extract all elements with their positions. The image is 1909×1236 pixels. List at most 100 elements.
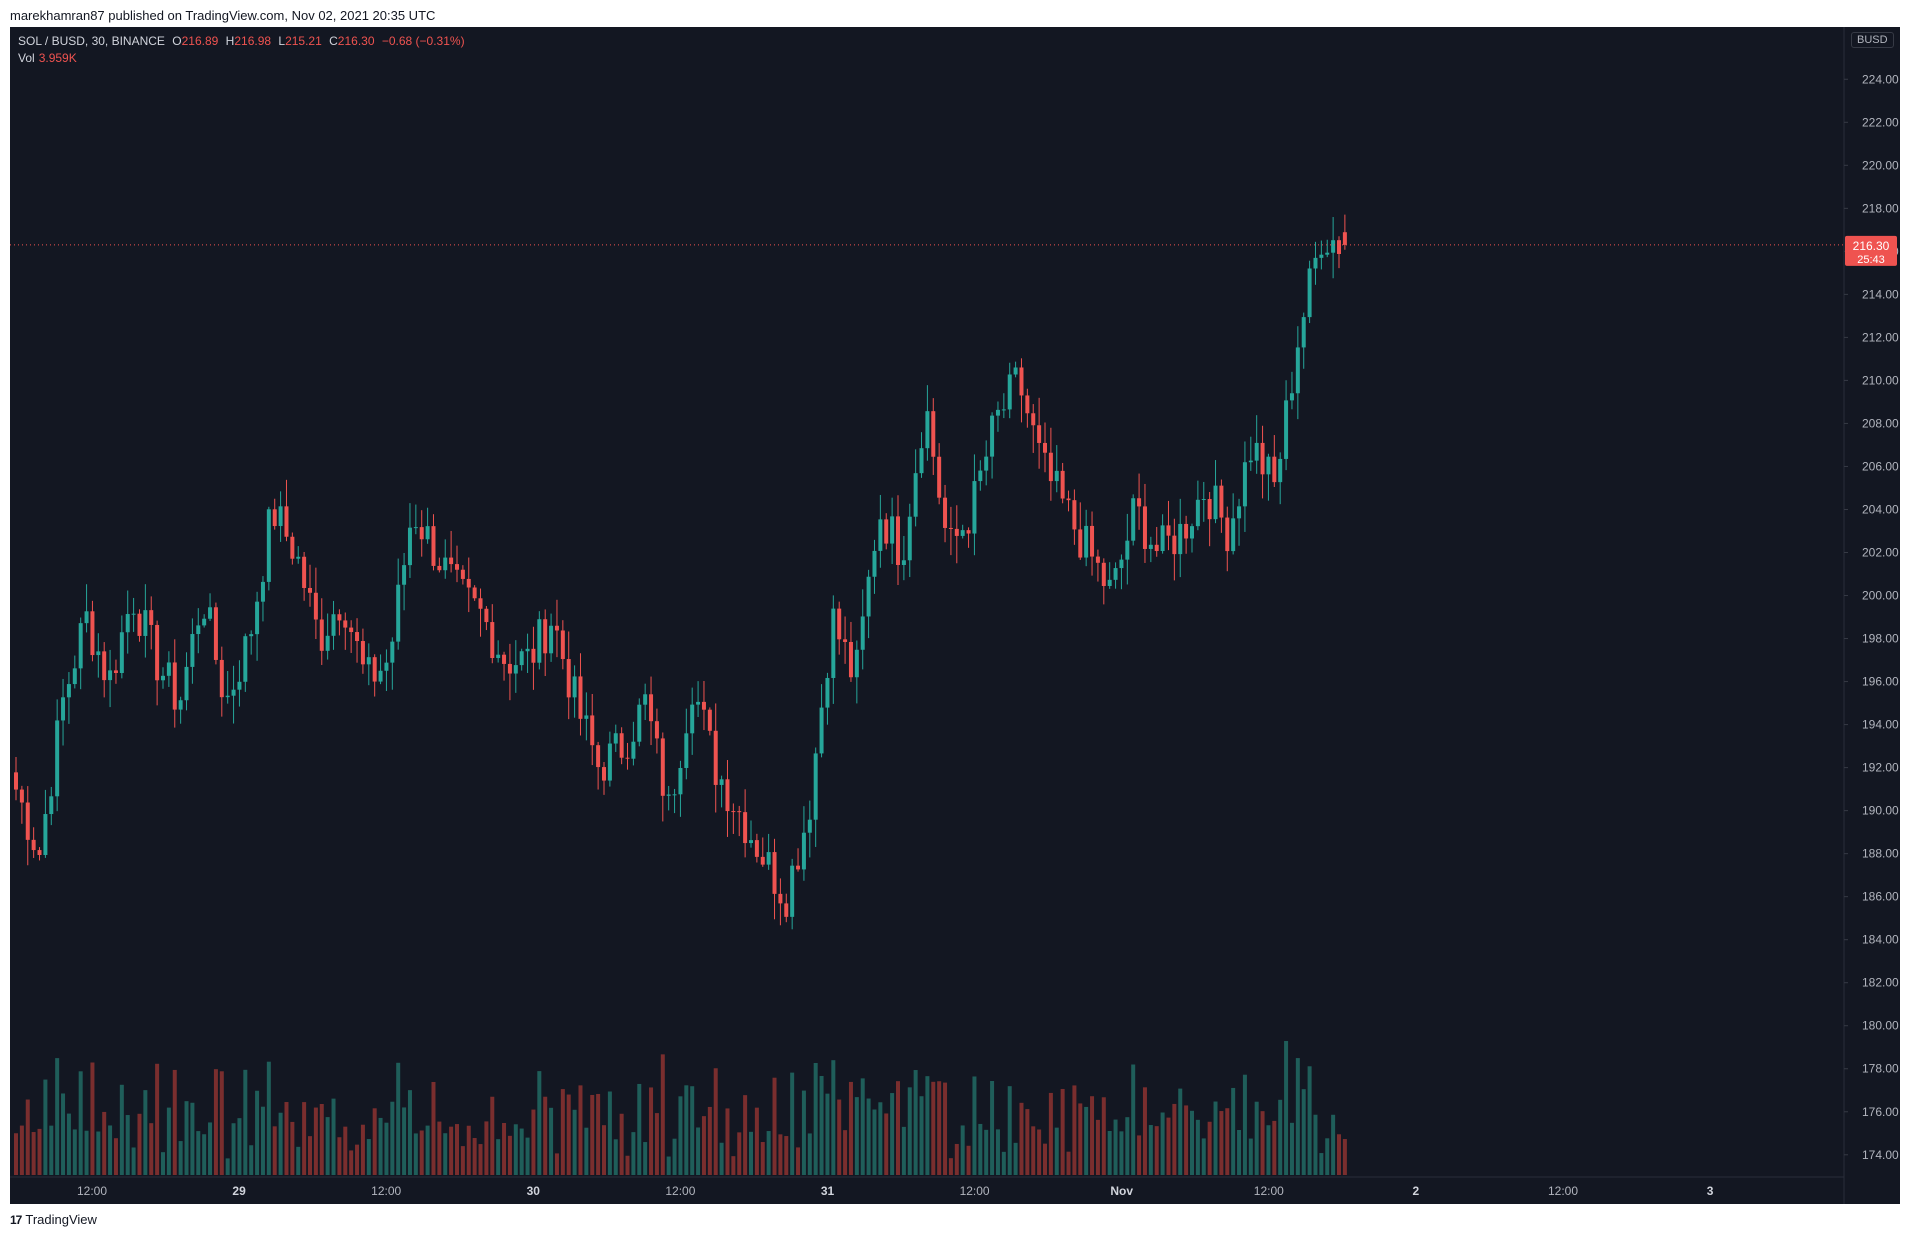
volume-bar [1266,1125,1271,1175]
price-tick-label: 178.00 [1862,1062,1899,1076]
candle-body [978,470,983,482]
open-value: 216.89 [181,34,219,48]
currency-badge[interactable]: BUSD [1851,32,1894,48]
volume-bar [31,1132,36,1175]
volume-bar [1295,1058,1300,1175]
candle-body [1219,485,1224,518]
volume-bar [466,1125,471,1175]
volume-bar [1048,1092,1053,1175]
volume-bar [1090,1096,1095,1175]
candle-body [208,607,213,619]
candle-body [78,623,83,669]
volume-bar [1101,1097,1106,1175]
volume-bar [431,1081,436,1175]
candle-body [478,598,483,609]
candle-body [472,587,477,599]
candle-body [843,639,848,642]
volume-bar [819,1075,824,1175]
candle-body [596,745,601,768]
candle-body [1237,506,1242,519]
volume-bar [1337,1134,1341,1175]
volume-bar [266,1061,271,1175]
volume-bar [1160,1112,1165,1175]
candle-body [507,663,512,674]
volume-bar [1066,1151,1071,1175]
candle-body [155,624,160,681]
candle-body [754,840,759,857]
volume-bar [290,1121,295,1175]
plot-background [10,27,1844,1177]
candle-body [919,448,924,474]
candle-body [1101,562,1106,586]
volume-bar [449,1126,454,1175]
volume-bar [901,1126,906,1175]
candle-body [437,565,442,571]
volume-bar [790,1072,795,1175]
candle-body [831,608,836,678]
volume-bar [72,1129,77,1175]
volume-bar [801,1090,806,1175]
candle-body [72,668,77,685]
symbol-label[interactable]: SOL / BUSD, 30, BINANCE [18,34,165,48]
candle-body [972,481,977,534]
candle-body [537,619,542,663]
volume-bar [678,1096,683,1175]
volume-bar [19,1125,24,1175]
volume-bar [825,1093,830,1175]
volume-bar [507,1135,512,1175]
candle-body [837,608,842,640]
tradingview-logo[interactable]: 17 TradingView [10,1212,97,1227]
candle-body [343,620,348,628]
candlestick-chart[interactable]: 224.00222.00220.00218.00216.00214.00212.… [10,27,1900,1204]
volume-bar [925,1076,930,1175]
candle-body [460,569,465,579]
volume-bar [278,1112,283,1175]
candle-body [860,616,865,650]
volume-bar [308,1136,312,1175]
candle-body [1289,393,1294,401]
volume-bar [390,1101,395,1175]
candle-body [1113,568,1118,580]
candle-body [96,651,101,656]
volume-bar [554,1153,559,1175]
candle-body [1037,425,1042,443]
candle-body [1342,232,1347,245]
volume-bar [631,1132,636,1175]
volume-bar [954,1143,959,1175]
volume-bar [637,1083,642,1175]
volume-bar [102,1111,107,1175]
volume-bar [243,1069,248,1175]
candle-body [801,832,806,870]
candle-body [1025,395,1030,414]
volume-bar [1043,1143,1047,1175]
volume-bar [178,1141,183,1175]
volume-bar [990,1080,995,1175]
volume-bar [807,1133,812,1175]
chart-area[interactable]: 224.00222.00220.00218.00216.00214.00212.… [10,27,1900,1204]
time-tick-label: 12:00 [665,1184,695,1198]
candle-body [108,670,113,681]
candle-body [66,684,71,698]
volume-bar [378,1117,383,1175]
candle-body [890,516,895,544]
candle-body [1007,374,1012,410]
volume-bar [484,1121,489,1175]
candle-body [690,704,695,734]
volume-bar [1195,1119,1200,1175]
candle-body [631,741,636,759]
volume-bar [513,1124,518,1175]
volume-bar [960,1125,965,1175]
candle-body [496,654,501,659]
candle-body [1107,579,1112,586]
volume-bar [1025,1109,1030,1175]
candle-body [231,689,236,696]
volume-value: 3.959K [38,51,77,65]
volume-bar [584,1127,589,1175]
volume-bar [425,1125,430,1175]
candle-body [1001,409,1006,411]
high-label: H [225,34,235,48]
candle-body [455,564,459,570]
price-tick-label: 198.00 [1862,632,1899,646]
publisher-line: marekhamran87 published on TradingView.c… [10,8,436,23]
volume-bar [219,1071,224,1175]
